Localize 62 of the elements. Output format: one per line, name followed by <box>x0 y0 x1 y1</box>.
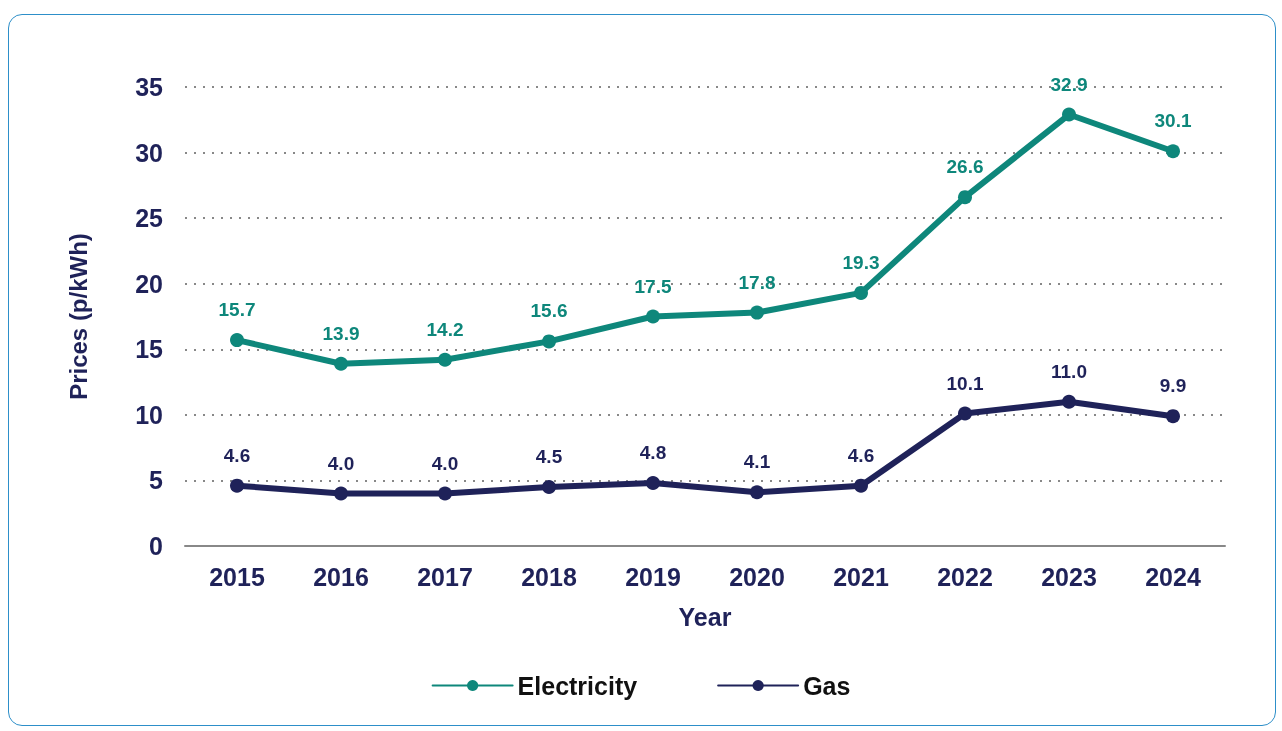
data-label: 17.5 <box>634 275 672 297</box>
legend-label: Electricity <box>517 671 638 700</box>
x-tick-label: 2023 <box>1041 562 1097 591</box>
data-label: 15.7 <box>218 299 256 321</box>
x-axis-title: Year <box>678 602 732 631</box>
data-label: 4.1 <box>743 451 771 473</box>
point <box>958 406 972 421</box>
y-tick-label: 35 <box>135 73 164 101</box>
y-tick-label: 0 <box>149 532 163 560</box>
y-tick-label: 25 <box>135 204 164 233</box>
x-tick-label: 2019 <box>625 562 681 591</box>
point <box>1062 394 1076 409</box>
data-label: 17.8 <box>738 271 776 293</box>
point <box>854 285 868 300</box>
data-label: 14.2 <box>426 318 464 340</box>
data-label: 32.9 <box>1050 73 1088 95</box>
point <box>438 486 452 501</box>
data-label: 4.0 <box>431 452 459 474</box>
x-tick-label: 2018 <box>521 562 577 591</box>
point <box>958 190 972 205</box>
point <box>542 334 556 349</box>
point <box>646 309 660 324</box>
y-tick-label: 20 <box>135 269 163 298</box>
point <box>230 478 244 493</box>
data-label: 9.9 <box>1159 375 1187 397</box>
point <box>438 352 452 367</box>
y-tick-label: 10 <box>135 400 163 429</box>
data-label: 4.8 <box>639 442 667 464</box>
x-tick-label: 2021 <box>833 562 889 591</box>
legend-label: Gas <box>803 671 851 700</box>
point <box>334 356 348 371</box>
point <box>1166 144 1180 159</box>
x-tick-label: 2024 <box>1145 562 1201 591</box>
x-tick-label: 2016 <box>313 562 369 591</box>
y-axis-title: Prices (p/kWh) <box>64 233 92 400</box>
data-label: 4.6 <box>847 444 875 466</box>
data-label: 19.3 <box>842 251 880 273</box>
point <box>750 305 764 320</box>
point <box>854 478 868 493</box>
data-label: 4.5 <box>535 445 563 467</box>
x-tick-label: 2015 <box>209 562 265 591</box>
point <box>1166 409 1180 424</box>
data-label: 30.1 <box>1154 110 1192 132</box>
x-tick-label: 2020 <box>729 562 785 591</box>
point <box>230 333 244 348</box>
x-tick-label: 2017 <box>417 562 473 591</box>
point <box>542 479 556 494</box>
data-label: 10.1 <box>946 372 984 394</box>
point <box>646 476 660 491</box>
point <box>1062 107 1076 122</box>
point <box>334 486 348 501</box>
point <box>750 485 764 500</box>
y-tick-label: 5 <box>149 466 164 495</box>
x-tick-label: 2022 <box>937 562 993 591</box>
data-label: 26.6 <box>946 156 984 178</box>
data-label: 15.6 <box>530 300 568 322</box>
data-label: 4.6 <box>223 444 251 466</box>
data-label: 13.9 <box>322 322 360 344</box>
y-tick-label: 15 <box>135 335 164 364</box>
y-tick-label: 30 <box>135 138 163 167</box>
data-label: 11.0 <box>1051 360 1087 382</box>
data-label: 4.0 <box>327 452 355 474</box>
